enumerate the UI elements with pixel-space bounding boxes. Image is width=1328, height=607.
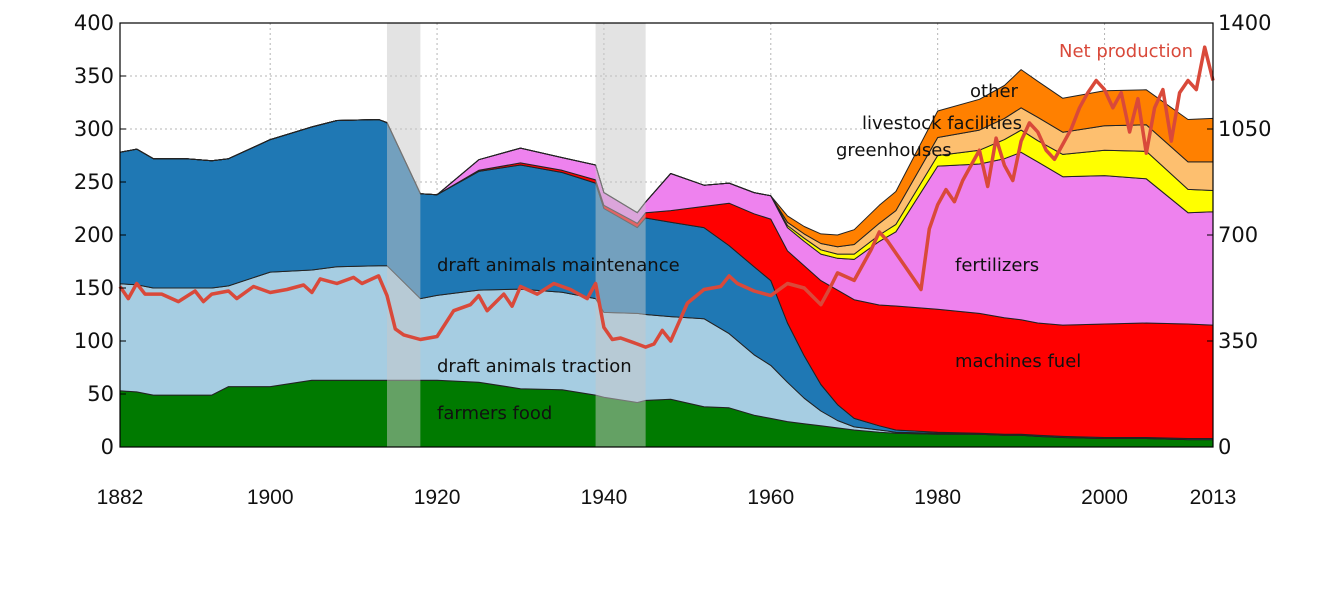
- x-tick-1980: 1980: [914, 486, 961, 509]
- right-tick-1050: 1050: [1218, 117, 1271, 141]
- label-machines-fuel: machines fuel: [955, 351, 1081, 372]
- label-livestock-facilities: livestock facilities: [862, 113, 1022, 134]
- shaded-period-1: [386, 23, 421, 447]
- left-tick-200: 200: [74, 223, 114, 247]
- label-draft-animals-maintenance: draft animals maintenance: [437, 255, 680, 276]
- x-tick-1960: 1960: [747, 486, 794, 509]
- x-tick-1920: 1920: [414, 486, 461, 509]
- net-production-label: Net production: [1059, 41, 1193, 62]
- label-greenhouses: greenhouses: [836, 140, 952, 161]
- x-tick-1882: 1882: [97, 486, 144, 509]
- label-fertilizers: fertilizers: [955, 255, 1039, 276]
- right-tick-0: 0: [1218, 435, 1231, 459]
- left-tick-300: 300: [74, 117, 114, 141]
- x-axis: 1882 1900 1920 1940 1960 1980 2000 2013: [97, 486, 1237, 509]
- left-tick-400: 400: [74, 11, 114, 35]
- left-tick-50: 50: [87, 382, 114, 406]
- net-production-series: Net production: [118, 41, 1215, 349]
- left-tick-350: 350: [74, 64, 114, 88]
- right-y-axis: 0 350 700 1050 1400: [1207, 11, 1271, 459]
- x-tick-1940: 1940: [581, 486, 628, 509]
- left-tick-0: 0: [101, 435, 114, 459]
- left-tick-250: 250: [74, 170, 114, 194]
- right-tick-700: 700: [1218, 223, 1258, 247]
- left-tick-150: 150: [74, 276, 114, 300]
- right-tick-350: 350: [1218, 329, 1258, 353]
- right-tick-1400: 1400: [1218, 11, 1271, 35]
- left-y-axis: 0 50 100 150 200 250 300 350 400: [74, 11, 126, 459]
- left-tick-100: 100: [74, 329, 114, 353]
- x-tick-1900: 1900: [247, 486, 294, 509]
- war-periods: [386, 23, 646, 447]
- label-farmers-food: farmers food: [437, 403, 552, 424]
- label-draft-animals-traction: draft animals traction: [437, 356, 632, 377]
- shaded-period-2: [595, 23, 646, 447]
- layer-labels: farmers food draft animals traction draft …: [437, 81, 1081, 424]
- x-tick-2000: 2000: [1081, 486, 1128, 509]
- net-production-line: [118, 45, 1215, 349]
- label-other: other: [970, 81, 1019, 102]
- x-tick-2013: 2013: [1190, 486, 1237, 509]
